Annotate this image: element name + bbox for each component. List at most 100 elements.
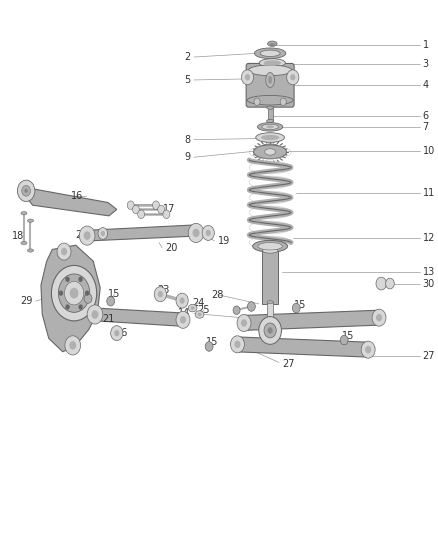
Text: 29: 29 [20,296,32,306]
Circle shape [18,180,35,201]
Ellipse shape [198,312,202,316]
Text: 15: 15 [342,331,354,341]
Text: 30: 30 [423,279,435,288]
Circle shape [111,326,123,341]
Circle shape [193,229,200,237]
Polygon shape [84,225,200,241]
Circle shape [234,341,240,348]
Circle shape [132,205,139,214]
Text: 1: 1 [423,41,429,50]
Ellipse shape [254,145,287,159]
Circle shape [233,306,240,314]
Circle shape [158,205,165,214]
Circle shape [107,296,115,306]
Circle shape [65,277,70,282]
Circle shape [101,231,105,236]
Text: 24: 24 [192,298,205,308]
Circle shape [78,277,83,282]
Text: 2: 2 [184,52,191,62]
Circle shape [58,274,90,312]
Ellipse shape [21,241,27,245]
Text: 23: 23 [157,286,170,295]
Circle shape [264,323,276,338]
Circle shape [138,210,145,219]
Ellipse shape [248,65,292,76]
Circle shape [176,311,190,328]
Circle shape [69,341,76,350]
Circle shape [372,309,386,326]
Ellipse shape [188,304,197,312]
Circle shape [65,336,81,355]
Circle shape [376,314,382,321]
Circle shape [230,336,244,353]
Bar [262,251,278,304]
Circle shape [268,327,273,334]
Text: 3: 3 [423,60,429,69]
Polygon shape [41,245,100,352]
Circle shape [84,231,91,240]
Circle shape [376,277,386,290]
Text: 15: 15 [108,289,120,299]
Text: 16: 16 [71,191,83,201]
Circle shape [188,223,204,243]
Circle shape [180,297,185,304]
Circle shape [259,317,282,344]
Circle shape [237,314,251,332]
Text: 11: 11 [423,188,435,198]
Text: 6: 6 [423,111,429,121]
Text: 12: 12 [423,233,435,243]
Circle shape [365,346,371,353]
Text: 5: 5 [184,75,191,85]
Ellipse shape [266,72,275,87]
Ellipse shape [28,249,34,252]
Circle shape [385,278,394,289]
Circle shape [247,302,255,311]
Circle shape [22,185,31,196]
Text: 22: 22 [75,230,88,239]
Text: 27: 27 [283,359,295,368]
Circle shape [180,316,186,324]
Ellipse shape [195,311,204,318]
Circle shape [245,74,250,80]
Ellipse shape [268,76,272,84]
Bar [267,302,273,326]
Text: 27: 27 [423,351,435,361]
Circle shape [61,248,67,255]
Circle shape [92,310,99,319]
Text: 28: 28 [212,290,224,300]
Circle shape [59,290,63,296]
Text: 26: 26 [115,328,127,338]
Circle shape [290,74,295,80]
Text: 13: 13 [423,267,435,277]
Ellipse shape [21,212,27,215]
Circle shape [114,330,120,336]
Polygon shape [23,188,117,216]
Circle shape [127,201,134,209]
Ellipse shape [191,306,195,310]
Circle shape [206,230,211,236]
Ellipse shape [267,119,274,123]
Circle shape [361,341,375,358]
Ellipse shape [267,301,273,304]
Text: 21: 21 [102,314,114,324]
Text: 15: 15 [293,300,306,310]
Circle shape [64,281,84,305]
Circle shape [70,288,78,298]
Polygon shape [237,310,385,330]
Ellipse shape [262,248,278,253]
Ellipse shape [260,50,280,56]
Bar [268,108,273,121]
Circle shape [78,304,83,310]
Ellipse shape [264,60,281,66]
Circle shape [292,303,300,313]
Ellipse shape [266,125,274,128]
Circle shape [202,225,214,240]
Circle shape [84,294,92,303]
Circle shape [152,201,159,209]
Circle shape [154,287,166,302]
Text: 18: 18 [12,231,24,240]
Circle shape [241,319,247,327]
Circle shape [51,265,97,321]
Text: 20: 20 [166,243,178,253]
Text: 15: 15 [206,337,219,347]
